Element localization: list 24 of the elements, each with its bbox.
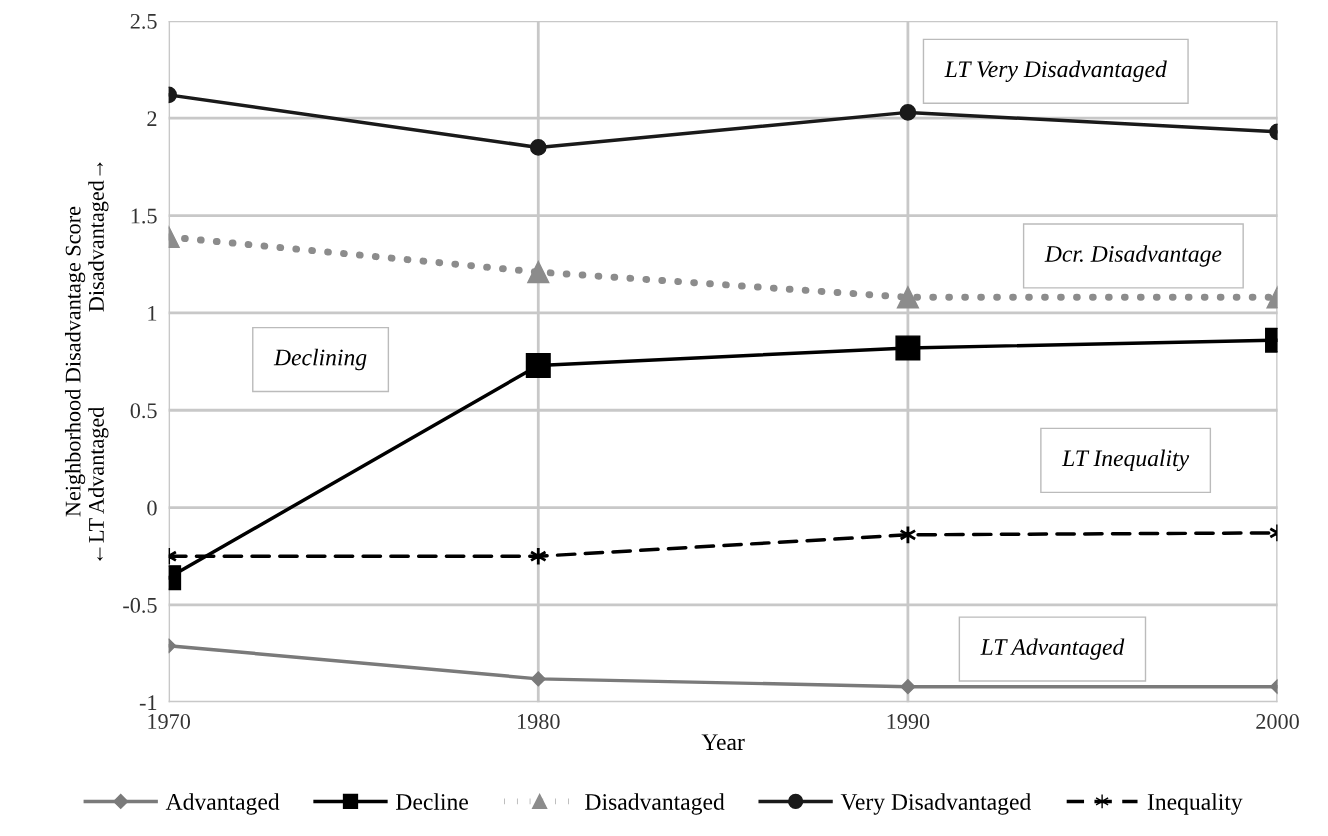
y-tick-label: -1 (139, 695, 157, 710)
y-tick-label: 0.5 (130, 403, 157, 419)
x-tick-label: 1970 (148, 713, 191, 729)
y-tick-label: 2.5 (130, 13, 157, 29)
annotation: Dcr. Disadvantage (1044, 245, 1222, 267)
legend-label: Disadvantaged (585, 793, 725, 815)
legend-label: Inequality (1147, 793, 1243, 815)
x-tick-label: 1980 (518, 713, 560, 729)
annotation: Declining (273, 348, 367, 371)
legend-label: Advantaged (165, 793, 280, 815)
y-tick-label: 1.5 (131, 208, 157, 224)
legend-label: Decline (396, 793, 468, 810)
annotation: LT Very Disadvantaged (944, 60, 1167, 83)
y-tick-label: 0 (147, 500, 157, 516)
y-axis-title: Neighborhood Disadvantage Score ←LT Advantaged Disadvantaged→ (64, 162, 109, 561)
annotation: LT Advantaged (980, 638, 1125, 660)
x-tick-label: 2000 (1256, 713, 1299, 729)
y-tick-label: 2 (147, 111, 157, 126)
x-tick-label: 1990 (887, 713, 930, 729)
y-tick-label: 1 (148, 305, 157, 321)
x-axis-title: Year (701, 734, 745, 751)
annotation: LT Inequality (1061, 449, 1190, 472)
legend-label: Very Disadvantaged (840, 793, 1031, 815)
y-tick-label: -0.5 (123, 597, 157, 613)
